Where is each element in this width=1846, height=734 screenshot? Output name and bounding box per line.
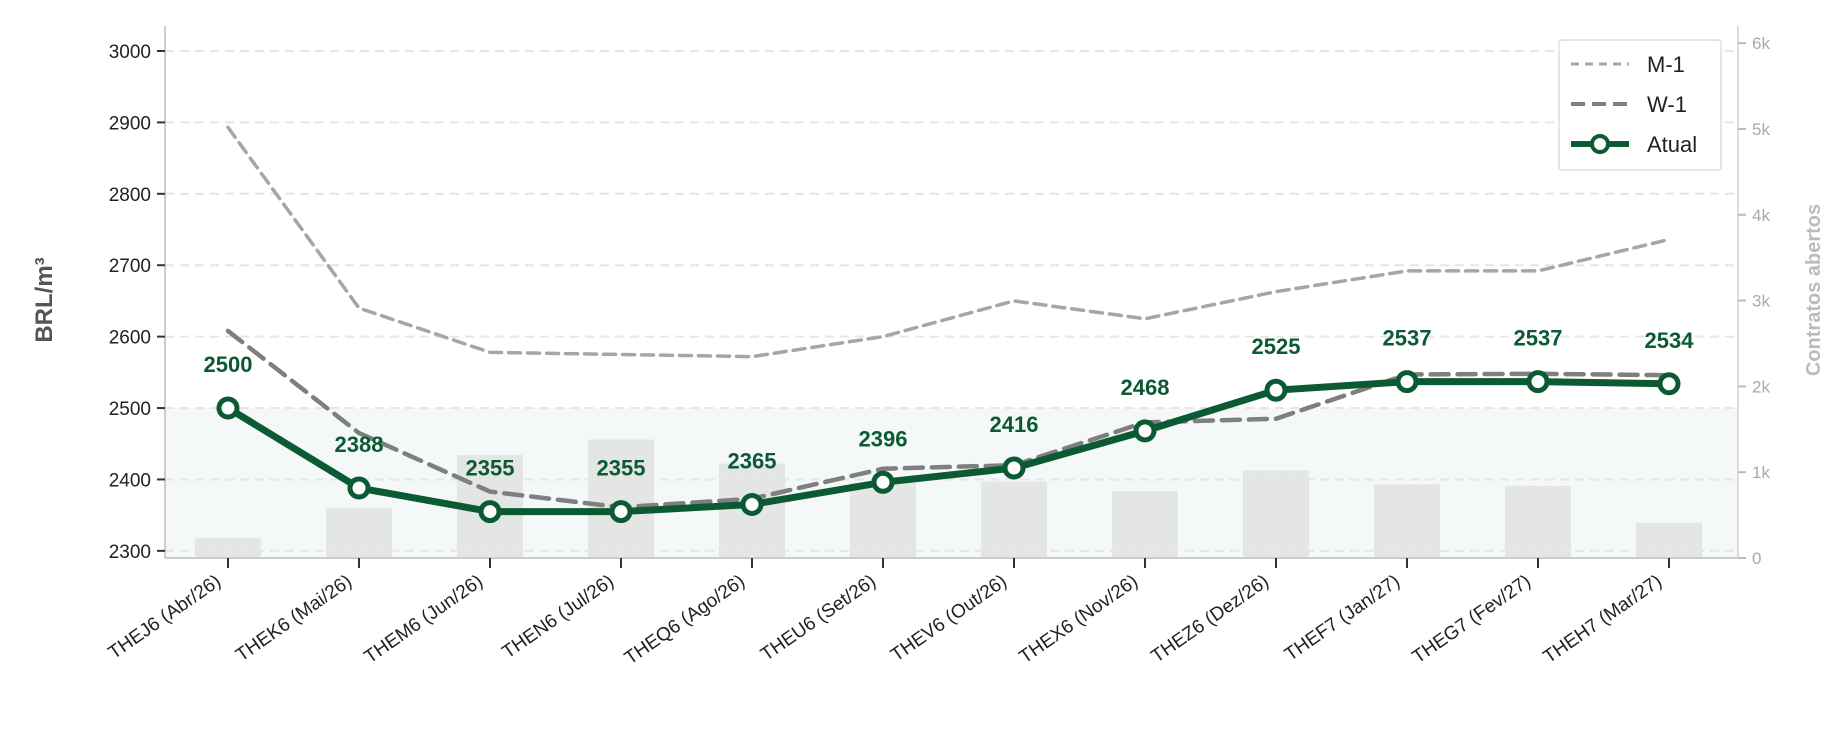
y-axis-label: BRL/m³	[31, 257, 58, 342]
series-point	[478, 500, 502, 524]
open-interest-bar	[981, 481, 1047, 558]
axes	[164, 26, 1739, 559]
series-point	[609, 500, 633, 524]
shaded-band	[165, 408, 1738, 558]
data-label: 2355	[597, 456, 646, 481]
data-label: 2500	[204, 352, 253, 377]
y-axis-ticks: 2300 2400 2500 2600 2700 2800 2900 3000	[109, 42, 165, 563]
y2-tick-label: 1k	[1752, 463, 1770, 482]
y2-tick-label: 6k	[1752, 34, 1770, 53]
y-tick-label: 2700	[109, 256, 151, 277]
x-tick-label: THEG7 (Fev/27)	[1409, 571, 1535, 668]
data-label: 2537	[1383, 326, 1432, 351]
x-tick-label: THEV6 (Out/26)	[887, 571, 1011, 666]
y2-tick-label: 3k	[1752, 292, 1770, 311]
data-label: 2534	[1645, 328, 1695, 353]
y2-axis-ticks: 0 1k 2k 3k 4k 5k 6k	[1738, 34, 1770, 568]
series-line-w1	[225, 328, 1672, 510]
x-axis-ticks: THEJ6 (Abr/26) THEK6 (Mai/26) THEM6 (Jun/2…	[105, 558, 1670, 669]
x-tick-label: THEH7 (Mar/27)	[1540, 571, 1666, 668]
y-tick-label: 2300	[109, 542, 151, 563]
legend-label-w1: W-1	[1647, 92, 1687, 117]
x-tick-label: THEJ6 (Abr/26)	[105, 571, 225, 664]
open-interest-bar	[195, 538, 261, 558]
legend-label-m1: M-1	[1647, 52, 1685, 77]
series-point	[347, 476, 371, 500]
x-tick-label: THEU6 (Set/26)	[757, 571, 880, 666]
legend-marker-atual	[1590, 134, 1610, 154]
data-label: 2388	[335, 432, 384, 457]
x-tick-label: THEX6 (Nov/26)	[1016, 571, 1142, 668]
grid-lines	[165, 49, 1738, 552]
series-line-atual	[224, 378, 1673, 516]
y2-tick-label: 4k	[1752, 206, 1770, 225]
open-interest-bar	[588, 439, 654, 558]
x-tick-label: THEZ6 (Dez/26)	[1148, 571, 1273, 668]
y-tick-label: 3000	[109, 42, 151, 63]
legend-label-atual: Atual	[1647, 132, 1697, 157]
data-label: 2537	[1514, 326, 1563, 351]
data-label: 2416	[990, 412, 1039, 437]
y-tick-label: 2500	[109, 399, 151, 420]
series-lines	[216, 125, 1681, 524]
series-point	[1526, 370, 1550, 394]
y2-axis-label: Contratos abertos	[1803, 204, 1825, 376]
series-point	[740, 492, 764, 516]
x-tick-label: THEN6 (Jul/26)	[499, 571, 618, 663]
series-point	[216, 396, 240, 420]
x-tick-label: THEK6 (Mai/26)	[232, 571, 356, 666]
series-point	[1657, 372, 1681, 396]
x-tick-label: THEM6 (Jun/26)	[361, 571, 487, 668]
y-tick-label: 2800	[109, 185, 151, 206]
legend: M-1 W-1 Atual	[1558, 39, 1722, 171]
data-label: 2355	[466, 456, 515, 481]
shaded-band-layer	[165, 408, 1738, 558]
open-interest-bar	[326, 508, 392, 558]
series-point	[1264, 378, 1288, 402]
y2-tick-label: 2k	[1752, 377, 1770, 396]
series-point	[1133, 419, 1157, 443]
series-point	[1395, 370, 1419, 394]
y-tick-label: 2900	[109, 113, 151, 134]
y-tick-label: 2600	[109, 328, 151, 349]
series-point	[1002, 456, 1026, 480]
series-point	[871, 470, 895, 494]
open-interest-bar	[1243, 470, 1309, 558]
data-label: 2525	[1252, 334, 1301, 359]
open-interest-bar	[1374, 484, 1440, 558]
data-label: 2396	[859, 426, 908, 451]
data-label: 2468	[1121, 375, 1170, 400]
y2-tick-label: 0	[1752, 549, 1761, 568]
x-tick-label: THEF7 (Jan/27)	[1281, 571, 1404, 666]
y2-tick-label: 5k	[1752, 120, 1770, 139]
series-line-m1	[226, 125, 1671, 359]
y-tick-label: 2400	[109, 470, 151, 491]
open-interest-bar	[1636, 522, 1702, 558]
data-label: 2365	[728, 448, 777, 473]
open-interest-bar	[850, 482, 916, 558]
open-interest-bar	[1112, 491, 1178, 558]
open-interest-bar	[1505, 485, 1571, 558]
data-labels: 2500 2388 2355 2355 2365 2396 2416 2468 2525 2537…	[204, 326, 1695, 481]
x-tick-label: THEQ6 (Ago/26)	[621, 571, 749, 669]
